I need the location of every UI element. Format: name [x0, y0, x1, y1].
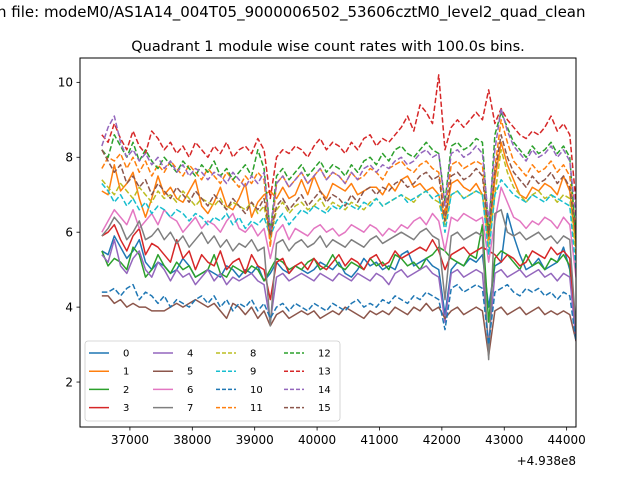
series-line-13	[101, 74, 576, 203]
x-tick-label: 41000	[360, 433, 398, 447]
y-tick-label: 10	[58, 76, 73, 90]
series-line-3	[101, 223, 576, 338]
legend-label-6: 6	[187, 385, 193, 396]
series-layer	[101, 74, 576, 361]
x-tick-label: 43000	[485, 433, 523, 447]
legend-label-5: 5	[187, 367, 193, 378]
y-tick-label: 2	[65, 375, 73, 389]
legend-label-11: 11	[250, 403, 263, 414]
series-line-1	[101, 141, 576, 248]
x-tick-label: 44000	[548, 433, 586, 447]
x-tick-label: 42000	[423, 433, 461, 447]
legend-label-8: 8	[250, 349, 256, 360]
x-tick-label: 38000	[173, 433, 211, 447]
axes-frame	[79, 57, 577, 428]
x-axis-offset-label: +4.938e8	[517, 454, 576, 468]
legend-label-13: 13	[318, 367, 331, 378]
series-line-7	[101, 208, 576, 361]
legend-label-12: 12	[318, 349, 331, 360]
legend-label-7: 7	[187, 403, 193, 414]
figure-suptitle: n file: modeM0/AS1A14_004T05_9000006502_…	[0, 3, 586, 22]
legend-label-1: 1	[123, 367, 129, 378]
legend-label-2: 2	[123, 385, 129, 396]
legend-label-14: 14	[318, 385, 331, 396]
legend-label-9: 9	[250, 367, 256, 378]
x-axis: 37000 38000 39000 40000 41000 42000 43000 44000	[111, 427, 586, 447]
series-line-15	[101, 134, 576, 237]
y-tick-label: 8	[65, 151, 73, 165]
legend-box	[84, 340, 341, 422]
x-tick-label: 39000	[236, 433, 274, 447]
x-tick-label: 40000	[298, 433, 336, 447]
series-line-14	[101, 107, 576, 233]
y-axis: 2 4 6 8 10	[58, 76, 80, 389]
series-line-8	[101, 149, 576, 256]
chart-title: Quadrant 1 module wise count rates with …	[131, 39, 525, 55]
series-line-11	[101, 119, 576, 248]
series-line-10	[101, 283, 576, 346]
plot-area	[79, 57, 577, 428]
y-tick-label: 6	[65, 225, 73, 239]
legend-label-3: 3	[123, 403, 129, 414]
legend-label-0: 0	[123, 349, 129, 360]
series-line-2	[101, 223, 576, 338]
legend-label-4: 4	[187, 349, 193, 360]
y-tick-label: 4	[65, 300, 73, 314]
series-line-6	[101, 186, 576, 278]
x-tick-label: 37000	[111, 433, 149, 447]
legend-label-10: 10	[250, 385, 263, 396]
legend-label-15: 15	[318, 403, 331, 414]
series-line-9	[101, 179, 576, 271]
series-line-5	[101, 295, 576, 357]
series-line-4	[101, 238, 576, 346]
